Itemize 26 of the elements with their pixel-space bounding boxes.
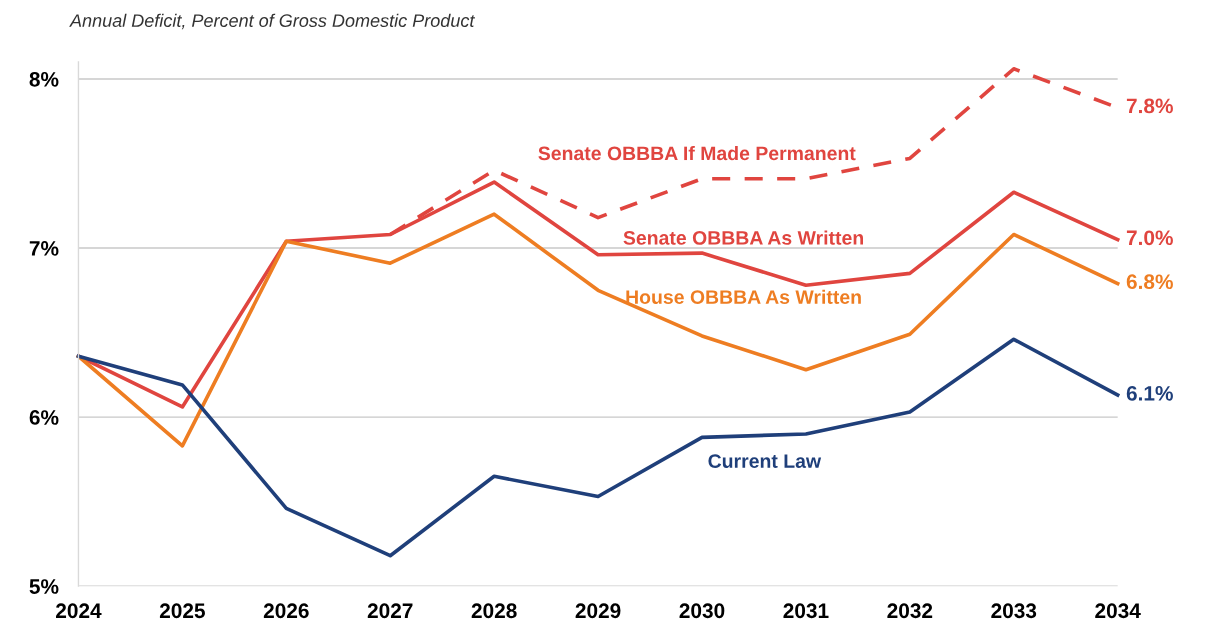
data-label: 6.8% [1126,274,1173,290]
series-label: Senate OBBBA If Made Permanent [538,145,856,161]
x-tick-label: 2027 [367,603,413,619]
y-tick-label: 5% [29,579,59,594]
chart-title: Annual Deficit, Percent of Gross Domestic Product [69,13,476,30]
x-tick-label: 2024 [56,603,102,619]
data-label: 7.8% [1126,98,1173,114]
y-tick-label: 7% [29,241,59,256]
line-series [76,212,1120,448]
data-label: 7.0% [1126,230,1173,246]
y-tick-label: 6% [29,410,59,425]
data-label: 6.1% [1126,385,1173,401]
x-tick-label: 2026 [263,603,309,619]
x-tick-label: 2029 [575,603,621,619]
y-tick-label: 8% [29,71,59,87]
line-series [76,337,1120,558]
series-label: House OBBBA As Written [626,289,861,304]
x-tick-label: 2031 [783,603,829,619]
x-tick-label: 2028 [471,603,517,619]
x-tick-label: 2025 [159,603,205,619]
x-tick-label: 2032 [887,603,933,619]
x-tick-label: 2034 [1095,603,1141,619]
series-label: Current Law [708,454,822,468]
x-tick-label: 2030 [679,603,725,619]
x-tick-label: 2033 [991,603,1037,619]
series-label: Senate OBBBA As Written [623,230,863,245]
